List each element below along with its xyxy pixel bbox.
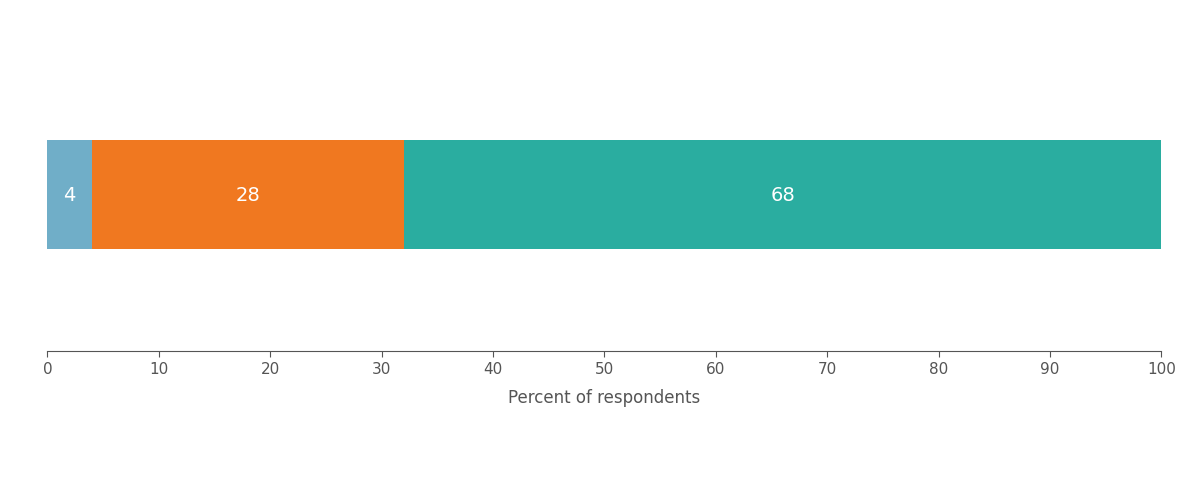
Bar	[404, 141, 1161, 250]
Text: 28: 28	[236, 186, 261, 204]
Text: 4: 4	[64, 186, 76, 204]
X-axis label: Percent of respondents: Percent of respondents	[508, 388, 700, 406]
Text: 68: 68	[770, 186, 795, 204]
Bar	[47, 141, 92, 250]
Bar	[92, 141, 404, 250]
